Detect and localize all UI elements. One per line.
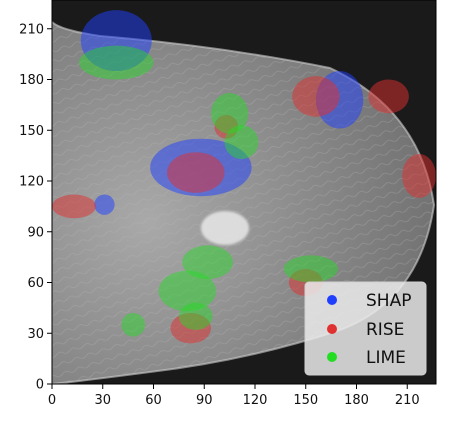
y-tick-label: 120 [19, 175, 44, 190]
lime-region-2 [211, 93, 249, 134]
lime-region-3 [224, 125, 259, 160]
saliency-regions [52, 10, 436, 344]
lime-region-1 [79, 45, 154, 80]
x-tick-label: 60 [145, 393, 162, 408]
y-tick-label: 210 [19, 22, 44, 37]
x-tick-label: 120 [243, 393, 268, 408]
y-tick-label: 150 [19, 124, 44, 139]
lime-region-4 [182, 245, 234, 280]
rise-region-3 [368, 79, 409, 114]
rise-region-2 [292, 76, 340, 117]
skin-line [52, 21, 436, 384]
shap-region-4 [94, 194, 115, 215]
legend-box [304, 281, 427, 376]
rise-region-4 [402, 153, 436, 198]
shap-region-1 [80, 10, 152, 72]
x-tick-label: 210 [395, 393, 420, 408]
y-tick-label: 0 [36, 378, 44, 393]
x-axis: 0 30 60 90 120 150 180 210 [48, 384, 420, 408]
bright-mass [201, 211, 249, 245]
lime-region-6 [178, 302, 213, 330]
x-tick-label: 30 [94, 393, 111, 408]
y-tick-label: 180 [19, 73, 44, 88]
rise-region-7 [170, 312, 212, 344]
legend-marker-lime [327, 352, 337, 362]
lime-region-5 [158, 270, 217, 312]
lime-region-8 [283, 255, 338, 283]
y-tick-label: 30 [27, 327, 44, 342]
rise-region-5 [167, 152, 225, 193]
y-axis: 0 30 60 90 120 150 180 210 [19, 22, 52, 393]
x-tick-label: 90 [196, 393, 213, 408]
lime-region-7 [121, 312, 146, 337]
x-tick-label: 180 [344, 393, 369, 408]
legend-label-lime: LIME [366, 348, 406, 368]
rise-region-1 [52, 194, 96, 219]
plot-frame [51, 0, 437, 385]
x-tick-label: 150 [293, 393, 318, 408]
rise-region-6 [214, 115, 239, 139]
legend-label-rise: RISE [366, 320, 404, 340]
y-tick-label: 60 [27, 276, 44, 291]
x-tick-label: 0 [48, 393, 56, 408]
legend-marker-rise [327, 324, 337, 334]
legend-marker-shap [327, 295, 337, 305]
legend: SHAP RISE LIME [304, 281, 427, 376]
y-tick-label: 90 [27, 225, 44, 240]
legend-label-shap: SHAP [366, 291, 411, 311]
